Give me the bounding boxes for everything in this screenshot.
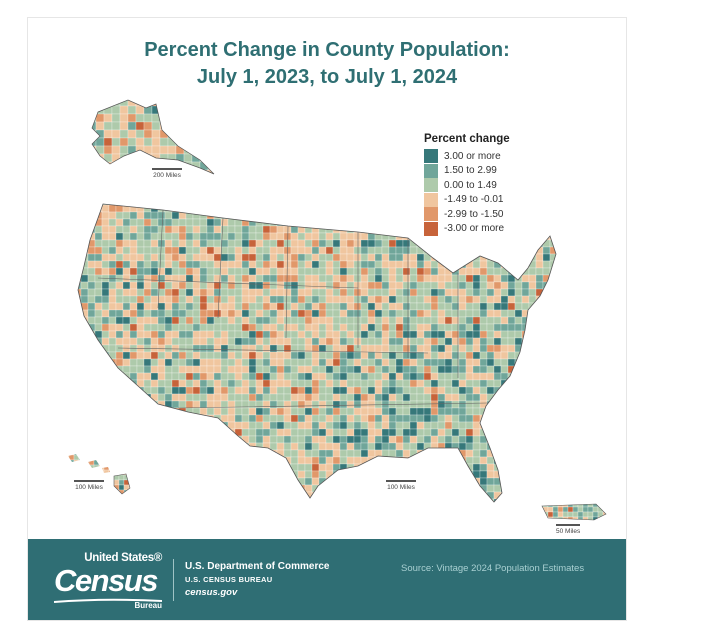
scale-label-puerto-rico: 50 Miles — [556, 528, 581, 535]
legend-item: 1.50 to 2.99 — [424, 163, 510, 179]
logo-main-text: Census — [54, 563, 158, 598]
map-title: Percent Change in County Population: Jul… — [28, 37, 626, 91]
title-line-1: Percent Change in County Population: — [144, 39, 510, 61]
legend-swatch — [424, 149, 438, 164]
logo-top-text: United States® — [84, 552, 162, 564]
footer-divider — [173, 559, 174, 601]
legend-label: 1.50 to 2.99 — [444, 165, 497, 177]
scale-bar-puerto-rico: 50 Miles — [556, 524, 580, 535]
department-name: U.S. Department of Commerce — [185, 561, 330, 572]
hawaii-outline — [113, 473, 131, 495]
bureau-name: U.S. CENSUS BUREAU — [185, 575, 273, 584]
scale-bar-conus: 100 Miles — [386, 480, 416, 491]
scale-label-alaska: 200 Miles — [153, 172, 181, 179]
legend-label: 0.00 to 1.49 — [444, 179, 497, 191]
department-block: U.S. Department of Commerce U.S. CENSUS … — [185, 561, 329, 598]
county-group — [78, 204, 556, 502]
source-note: Source: Vintage 2024 Population Estimate… — [401, 563, 585, 574]
county-group — [92, 100, 214, 174]
legend-item: -1.49 to -0.01 — [424, 192, 510, 208]
legend-item: 0.00 to 1.49 — [424, 178, 510, 193]
logo-bottom-text: Bureau — [134, 601, 162, 610]
scale-label-hawaii: 100 Miles — [75, 484, 103, 491]
legend-label: -1.49 to -0.01 — [444, 194, 504, 206]
county-map — [68, 99, 607, 521]
legend-item: 3.00 or more — [424, 149, 510, 164]
legend-swatch — [424, 163, 438, 178]
legend-item: -2.99 to -1.50 — [424, 207, 510, 222]
title-line-2: July 1, 2023, to July 1, 2024 — [196, 66, 458, 88]
alaska-outline — [91, 99, 215, 175]
census-website-link[interactable]: census.gov — [185, 587, 238, 598]
legend-swatch — [424, 221, 438, 236]
county-cells — [68, 100, 606, 520]
legend-swatch — [424, 192, 438, 207]
legend-swatch — [424, 207, 438, 222]
census-bureau-logo[interactable]: United States® Census Bureau — [54, 552, 162, 614]
footer-banner: United States® Census Bureau U.S. Depart… — [28, 539, 626, 620]
legend: Percent change 3.00 or more 1.50 to 2.99 0… — [424, 133, 510, 236]
legend-swatch — [424, 178, 438, 193]
legend-title: Percent change — [424, 133, 510, 145]
legend-label: -3.00 or more — [444, 223, 505, 235]
legend-label: -2.99 to -1.50 — [444, 208, 504, 220]
county-group — [68, 454, 130, 494]
legend-item: -3.00 or more — [424, 221, 510, 237]
scale-bar-hawaii: 100 Miles — [74, 480, 104, 491]
legend-rows: 3.00 or more 1.50 to 2.99 0.00 to 1.49 -1.4… — [424, 149, 510, 236]
state-outline — [77, 203, 557, 503]
scale-label-conus: 100 Miles — [387, 484, 415, 491]
legend-label: 3.00 or more — [444, 150, 501, 162]
puerto-rico-outline — [541, 503, 607, 521]
scale-bar-alaska: 200 Miles — [152, 168, 182, 179]
map-area — [28, 18, 626, 538]
logo-swoosh-icon — [54, 598, 162, 603]
map-card: Percent Change in County Population: Jul… — [27, 17, 627, 621]
